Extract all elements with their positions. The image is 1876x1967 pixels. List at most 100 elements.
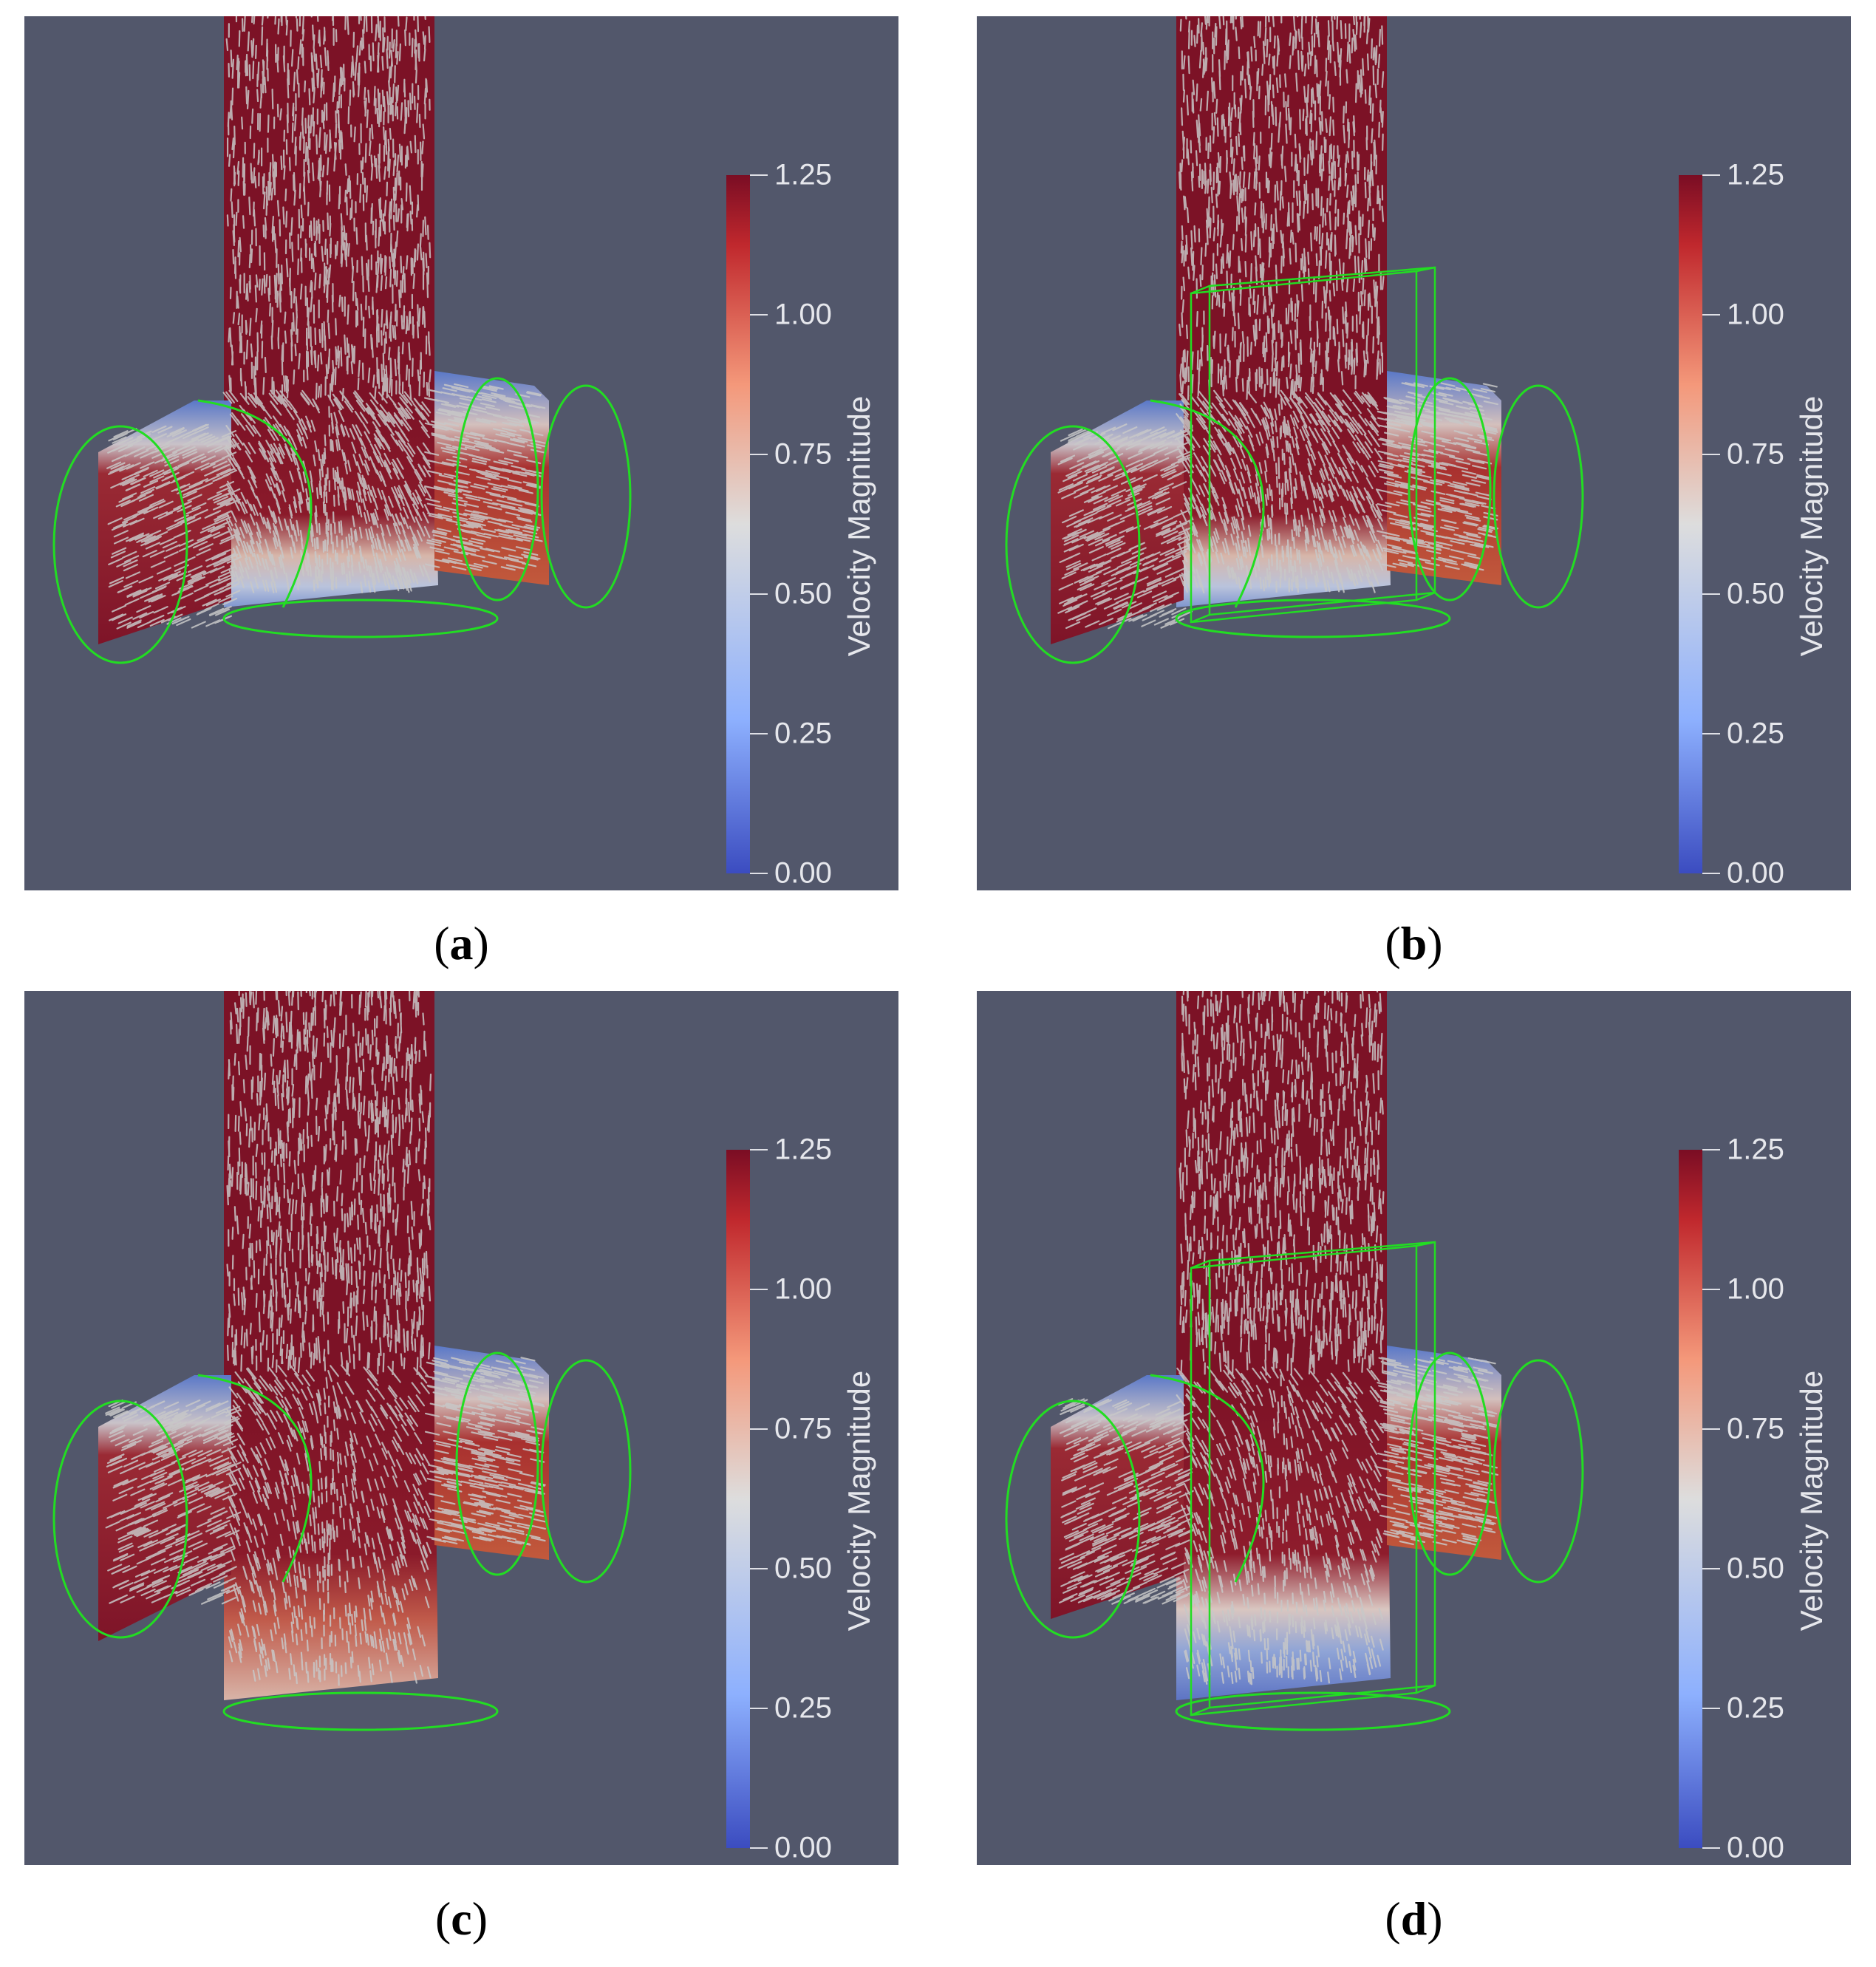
left-outlet-ring	[52, 1400, 188, 1639]
colorbar	[726, 175, 750, 873]
velocity-arrows	[106, 16, 546, 630]
colorbar-tick	[750, 454, 768, 455]
colorbar-tick-label: 0.75	[1727, 1412, 1784, 1445]
colorbar-tick-label: 0.25	[1727, 1691, 1784, 1725]
colorbar-tick-label: 1.25	[774, 158, 832, 191]
left-outlet-ring	[52, 425, 188, 664]
velocity-arrows	[1057, 16, 1499, 630]
colorbar-tick	[1702, 1149, 1720, 1150]
caption-label: d	[1400, 1892, 1428, 1945]
panel-c: Velocity Magnitude 1.25 1.00 0.75 0.50 0.25 0…	[24, 991, 898, 1865]
caption-b: (b)	[1385, 917, 1443, 969]
colorbar-tick	[1702, 1428, 1720, 1430]
colorbar-tick	[750, 1847, 768, 1849]
colorbar-title: Velocity Magnitude	[842, 395, 876, 657]
baffle-box	[1190, 1241, 1436, 1717]
colorbar-tick	[1702, 593, 1720, 595]
caption-label: c	[451, 1892, 472, 1945]
colorbar	[1679, 175, 1702, 873]
bottom-ring	[1175, 599, 1451, 638]
colorbar-tick	[1702, 873, 1720, 874]
colorbar-tick-label: 1.25	[1727, 158, 1784, 191]
colorbar-tick	[1702, 1708, 1720, 1709]
colorbar-tick-label: 0.50	[1727, 1552, 1784, 1585]
panel-b: Velocity Magnitude 1.25 1.00 0.75 0.50 0.25 0…	[977, 16, 1851, 890]
colorbar-tick-label: 1.00	[774, 298, 832, 331]
boundary-outlines	[1005, 377, 1584, 664]
colorbar-title: Velocity Magnitude	[1794, 1370, 1829, 1632]
right-outlet-ring	[1493, 1359, 1584, 1584]
velocity-field-a	[52, 16, 632, 664]
colorbar-tick-label: 0.00	[1727, 1831, 1784, 1864]
caption-a: (a)	[434, 917, 489, 969]
colorbar-tick-label: 0.50	[1727, 577, 1784, 610]
caption-label: b	[1400, 917, 1428, 969]
colorbar-tick-label: 0.25	[774, 717, 832, 750]
colorbar-tick-label: 1.00	[774, 1272, 832, 1306]
colorbar-tick-label: 1.00	[1727, 1272, 1784, 1306]
colorbar-tick	[750, 1568, 768, 1569]
colorbar-tick	[750, 1149, 768, 1150]
colorbar-tick	[750, 873, 768, 874]
right-outlet-ring	[1493, 384, 1584, 609]
junction-arc	[1150, 1374, 1265, 1583]
colorbar-tick	[750, 1289, 768, 1290]
caption-label: a	[449, 917, 474, 969]
panel-d: Velocity Magnitude 1.25 1.00 0.75 0.50 0.25 0…	[977, 991, 1851, 1865]
colorbar-tick	[750, 314, 768, 316]
boundary-outlines	[52, 377, 632, 664]
colorbar-tick	[750, 593, 768, 595]
bottom-ring	[222, 599, 499, 638]
colorbar-tick	[750, 733, 768, 734]
colorbar	[1679, 1150, 1702, 1848]
colorbar-tick	[1702, 454, 1720, 455]
right-inner-ring	[455, 1351, 539, 1576]
baffle-box	[1190, 266, 1436, 624]
velocity-arrows	[1058, 991, 1499, 1685]
velocity-field-d	[1005, 991, 1584, 1731]
right-inner-ring	[1408, 1351, 1492, 1576]
velocity-field-b	[1005, 16, 1584, 664]
colorbar-tick-label: 0.50	[774, 577, 832, 610]
colorbar-tick-label: 1.25	[774, 1133, 832, 1166]
colorbar-tick	[1702, 733, 1720, 734]
bottom-ring	[222, 1691, 499, 1731]
caption-c: (c)	[434, 1892, 488, 1945]
colorbar-tick-label: 0.25	[1727, 717, 1784, 750]
baffle-edges	[1190, 1241, 1436, 1717]
colorbar-title: Velocity Magnitude	[842, 1370, 876, 1632]
junction-arc	[1150, 399, 1265, 608]
colorbar-tick	[1702, 314, 1720, 316]
colorbar-tick	[1702, 1568, 1720, 1569]
colorbar-tick-label: 0.75	[1727, 437, 1784, 471]
colorbar-tick	[750, 1708, 768, 1709]
colorbar-title: Velocity Magnitude	[1794, 395, 1829, 657]
colorbar-tick-label: 0.50	[774, 1552, 832, 1585]
colorbar-tick-label: 0.00	[774, 856, 832, 890]
left-outlet-ring	[1005, 425, 1141, 664]
colorbar-tick-label: 0.75	[774, 1412, 832, 1445]
junction-arc	[197, 1374, 313, 1583]
colorbar-tick	[1702, 1289, 1720, 1290]
colorbar-tick-label: 0.75	[774, 437, 832, 471]
caption-d: (d)	[1385, 1892, 1443, 1945]
colorbar-tick	[1702, 1847, 1720, 1849]
boundary-outlines	[52, 1351, 632, 1731]
colorbar-tick-label: 0.25	[774, 1691, 832, 1725]
colorbar-tick-label: 1.00	[1727, 298, 1784, 331]
junction-arc	[197, 399, 313, 608]
colorbar-tick-label: 0.00	[774, 1831, 832, 1864]
colorbar-tick	[750, 1428, 768, 1430]
velocity-field-c	[52, 991, 632, 1731]
right-outlet-ring	[540, 384, 632, 609]
colorbar-tick-label: 0.00	[1727, 856, 1784, 890]
right-inner-ring	[455, 377, 539, 601]
bottom-ring	[1175, 1691, 1451, 1731]
baffle-edges	[1190, 266, 1436, 624]
colorbar	[726, 1150, 750, 1848]
left-outlet-ring	[1005, 1400, 1141, 1639]
panel-a: Velocity Magnitude 1.25 1.00 0.75 0.50 0.25 0…	[24, 16, 898, 890]
boundary-outlines	[1005, 1351, 1584, 1731]
right-outlet-ring	[540, 1359, 632, 1584]
right-inner-ring	[1408, 377, 1492, 601]
